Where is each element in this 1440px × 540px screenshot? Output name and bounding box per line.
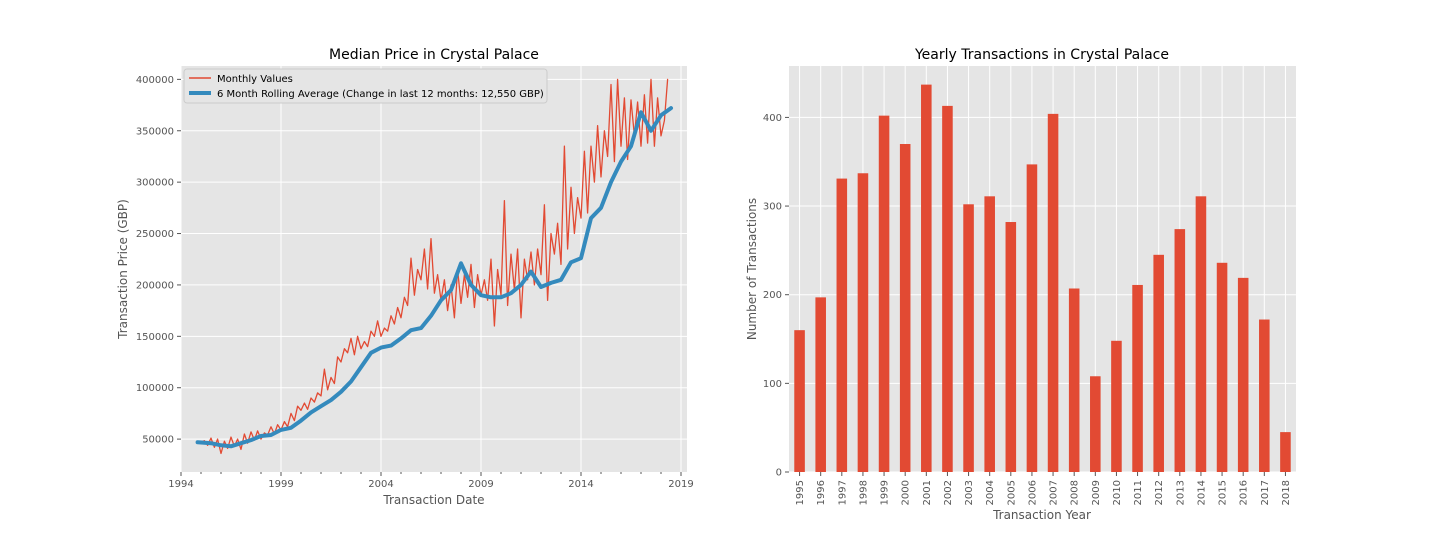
bar-chart-x-tick-label: 2001 xyxy=(922,480,933,505)
bar-chart-x-tick-label: 1996 xyxy=(816,480,827,505)
bar-chart-x-tick-label: 2008 xyxy=(1070,480,1081,505)
bar-chart-x-tick-label: 1995 xyxy=(795,480,806,505)
bar-chart-x-tick-label: 2004 xyxy=(985,480,996,505)
bar-chart-bars xyxy=(794,84,1291,473)
line-chart-x-tick-label: 2014 xyxy=(568,479,593,490)
line-chart-y-tick-label: 400000 xyxy=(136,75,174,86)
bar-chart-y-tick-label: 100 xyxy=(763,379,782,390)
bar-2017 xyxy=(1259,319,1270,472)
bar-2005 xyxy=(1005,222,1017,472)
bar-chart-x-tick-label: 2018 xyxy=(1281,480,1292,505)
bar-2002 xyxy=(942,105,953,472)
bar-1995 xyxy=(794,330,805,472)
line-chart-y-axis-label: Transaction Price (GBP) xyxy=(116,199,130,340)
bar-chart-x-tick-label: 2002 xyxy=(943,480,954,505)
bar-2000 xyxy=(899,144,911,472)
bar-chart-y-axis-label: Number of Transactions xyxy=(745,198,759,340)
bar-chart-plot-area xyxy=(789,66,1296,472)
line-chart: 1994 1999 2004 2009 2014 2019 50000 100000 1500… xyxy=(116,47,694,507)
line-chart-y-tick-label: 250000 xyxy=(136,229,174,240)
bar-chart-x-tick-label: 1997 xyxy=(837,480,848,505)
bar-1999 xyxy=(878,115,890,473)
bar-chart-x-tick-label: 2003 xyxy=(964,480,975,505)
line-chart-y-tick-label: 50000 xyxy=(142,435,174,446)
line-chart-title: Median Price in Crystal Palace xyxy=(329,47,539,63)
bar-2013 xyxy=(1174,229,1186,472)
line-chart-x-tick-label: 2004 xyxy=(368,479,393,490)
bar-chart-y-tick-label: 400 xyxy=(763,113,782,124)
bar-1998 xyxy=(857,173,869,472)
bar-chart-x-tick-label: 2009 xyxy=(1091,480,1102,505)
bar-1997 xyxy=(836,178,848,472)
line-chart-series xyxy=(195,78,673,455)
line-chart-y-tick-label: 200000 xyxy=(136,280,174,291)
legend-label-monthly: Monthly Values xyxy=(217,74,293,85)
line-chart-x-tick-label: 2009 xyxy=(468,479,493,490)
bar-2010 xyxy=(1111,340,1122,472)
bar-chart-x-tick-label: 2014 xyxy=(1196,480,1207,505)
line-chart-y-tick-label: 350000 xyxy=(136,126,174,137)
bar-chart-x-tick-label: 1998 xyxy=(858,480,869,505)
bar-2011 xyxy=(1132,284,1143,472)
bar-2012 xyxy=(1153,254,1164,472)
bar-chart-x-tick-label: 1999 xyxy=(880,480,891,505)
bar-chart-y-ticks: 0 100 200 300 400 xyxy=(763,113,789,479)
line-chart-x-tick-label: 1999 xyxy=(268,479,293,490)
bar-chart-x-tick-label: 2015 xyxy=(1218,480,1229,505)
line-chart-x-tick-label: 2019 xyxy=(668,479,693,490)
bar-2003 xyxy=(963,204,974,472)
bar-chart: 1995 1996 1997 1998 1999 2000 2001 2002 2003 2004… xyxy=(745,47,1296,522)
bar-2008 xyxy=(1068,288,1080,472)
bar-chart-y-tick-label: 0 xyxy=(776,468,782,479)
bar-chart-x-tick-label: 2005 xyxy=(1006,480,1017,505)
monthly-values-line xyxy=(200,78,669,455)
bar-chart-x-tick-label: 2016 xyxy=(1239,480,1250,505)
bar-chart-x-tick-label: 2017 xyxy=(1260,480,1271,505)
line-chart-y-tick-label: 100000 xyxy=(136,383,174,394)
bar-chart-x-tick-label: 2007 xyxy=(1049,480,1060,505)
bar-2001 xyxy=(921,84,932,472)
line-chart-legend: Monthly Values 6 Month Rolling Average (… xyxy=(183,68,548,104)
bar-chart-x-tick-label: 2011 xyxy=(1133,480,1144,505)
legend-label-rolling: 6 Month Rolling Average (Change in last … xyxy=(217,89,544,100)
line-chart-y-ticks: 50000 100000 150000 200000 250000 300000 35000… xyxy=(136,75,181,446)
bar-2004 xyxy=(984,196,995,472)
bar-2018 xyxy=(1280,432,1291,472)
bar-2009 xyxy=(1090,376,1101,472)
line-chart-y-tick-label: 300000 xyxy=(136,178,174,189)
bar-2015 xyxy=(1216,262,1228,472)
bar-chart-x-tick-label: 2012 xyxy=(1154,480,1165,505)
line-chart-x-tick-label: 1994 xyxy=(168,479,193,490)
line-chart-plot-area xyxy=(181,66,687,472)
bar-2014 xyxy=(1195,196,1207,472)
bar-chart-y-tick-label: 200 xyxy=(763,290,782,301)
line-chart-x-ticks: 1994 1999 2004 2009 2014 2019 xyxy=(168,472,694,490)
bar-2006 xyxy=(1026,164,1038,472)
bar-chart-x-ticks: 1995 1996 1997 1998 1999 2000 2001 2002 2003 2004… xyxy=(795,472,1292,505)
bar-chart-y-tick-label: 300 xyxy=(763,202,782,213)
bar-chart-x-tick-label: 2013 xyxy=(1175,480,1186,505)
line-chart-x-axis-label: Transaction Date xyxy=(382,493,484,507)
bar-chart-x-tick-label: 2000 xyxy=(901,480,912,505)
line-chart-y-tick-label: 150000 xyxy=(136,332,174,343)
bar-chart-x-tick-label: 2006 xyxy=(1027,480,1038,505)
legend-box xyxy=(183,68,548,104)
bar-2007 xyxy=(1047,113,1059,473)
bar-chart-x-tick-label: 2010 xyxy=(1112,480,1123,505)
bar-chart-x-axis-label: Transaction Year xyxy=(992,508,1091,522)
bar-1996 xyxy=(815,297,826,472)
rolling-average-line xyxy=(195,106,673,449)
bar-2016 xyxy=(1237,277,1249,472)
bar-chart-title: Yearly Transactions in Crystal Palace xyxy=(914,47,1169,63)
line-chart-grid xyxy=(180,66,687,472)
